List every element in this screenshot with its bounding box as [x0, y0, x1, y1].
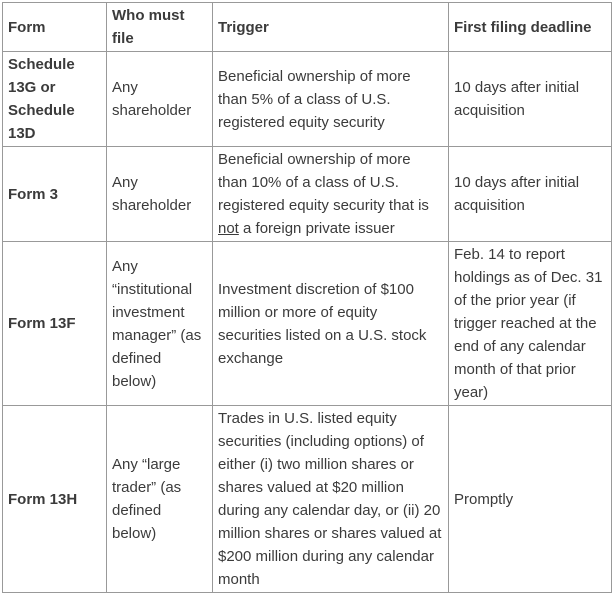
form-name: Schedule 13G or Schedule 13D [2, 51, 107, 147]
deadline-cell: Feb. 14 to report holdings as of Dec. 31… [448, 241, 612, 406]
who-must-file-cell: Any shareholder [106, 146, 213, 242]
deadline-cell: 10 days after initial acquisition [448, 51, 612, 147]
form-name: Form 13F [2, 241, 107, 406]
table-row-form-13f: Form 13F Any “institutional investment m… [2, 241, 612, 406]
col-header-trigger: Trigger [212, 2, 449, 52]
trigger-text-post: a foreign private issuer [238, 220, 395, 237]
trigger-text-underlined: not [218, 220, 239, 237]
trigger-cell: Beneficial ownership of more than 5% of … [212, 51, 449, 147]
trigger-text-pre: Beneficial ownership of more than 10% of… [218, 151, 429, 214]
table-row-schedule-13g-13d: Schedule 13G or Schedule 13D Any shareho… [2, 51, 612, 147]
trigger-cell: Investment discretion of $100 million or… [212, 241, 449, 406]
col-header-form: Form [2, 2, 107, 52]
header-row: Form Who must file Trigger First filing … [2, 2, 612, 52]
form-name: Form 13H [2, 405, 107, 593]
col-header-who-must-file: Who must file [106, 2, 213, 52]
who-must-file-cell: Any “institutional investment manager” (… [106, 241, 213, 406]
trigger-cell: Beneficial ownership of more than 10% of… [212, 146, 449, 242]
col-header-first-filing-deadline: First filing deadline [448, 2, 612, 52]
deadline-cell: 10 days after initial acquisition [448, 146, 612, 242]
who-must-file-cell: Any “large trader” (as defined below) [106, 405, 213, 593]
table-row-form-3: Form 3 Any shareholder Beneficial owners… [2, 146, 612, 242]
table-row-form-13h: Form 13H Any “large trader” (as defined … [2, 405, 612, 593]
form-name: Form 3 [2, 146, 107, 242]
deadline-cell: Promptly [448, 405, 612, 593]
trigger-cell: Trades in U.S. listed equity securities … [212, 405, 449, 593]
who-must-file-cell: Any shareholder [106, 51, 213, 147]
